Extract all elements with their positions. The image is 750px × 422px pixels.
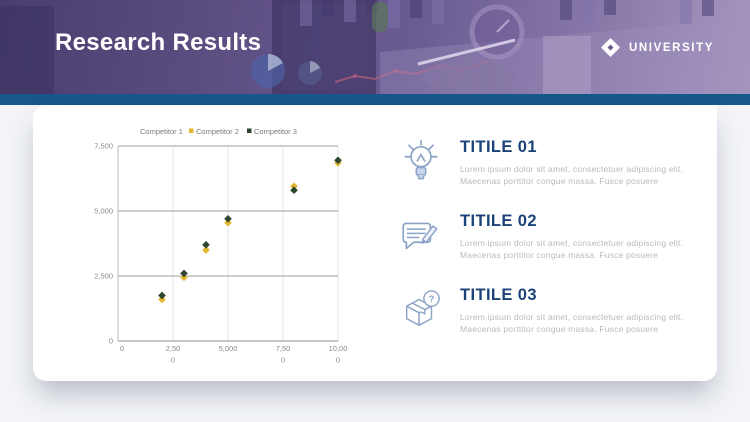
svg-text:Competitor 3: Competitor 3 (254, 127, 297, 136)
svg-text:0: 0 (281, 356, 285, 365)
feature-text: TITILE 01 Lorem ipsum dolor sit amet, co… (460, 138, 710, 187)
logo-text: UNIVERSITY (628, 41, 714, 54)
box-question-icon: ? (405, 290, 440, 326)
chat-edit-icon (402, 222, 438, 250)
svg-text:0: 0 (120, 344, 124, 353)
svg-text:10,00: 10,00 (329, 344, 348, 353)
svg-text:7,50: 7,50 (276, 344, 291, 353)
svg-text:5,000: 5,000 (94, 207, 113, 216)
page-title: Research Results (55, 29, 262, 56)
svg-text:2,50: 2,50 (166, 344, 181, 353)
svg-text:0: 0 (109, 337, 113, 346)
lightbulb-icon (404, 140, 438, 180)
feature-list: TITILE 01 Lorem ipsum dolor sit amet, co… (400, 138, 700, 360)
feature-body: Lorem ipsum dolor sit amet, consectetuer… (460, 238, 684, 260)
feature-title: TITILE 02 (460, 212, 537, 230)
feature-text: TITILE 03 Lorem ipsum dolor sit amet, co… (460, 286, 710, 335)
scatter-chart: 7,500 5,000 2,500 0 0 2,50 0 5,000 7,50 0 10,00 0 Co… (85, 120, 355, 370)
svg-text:5,000: 5,000 (219, 344, 238, 353)
svg-text:7,500: 7,500 (94, 142, 113, 151)
header-photo-decoration (0, 0, 750, 94)
feature-row-2: TITILE 02 Lorem ipsum dolor sit amet, co… (400, 212, 700, 286)
svg-text:0: 0 (171, 356, 175, 365)
feature-body: Lorem ipsum dolor sit amet, consectetuer… (460, 312, 684, 334)
accent-bar (0, 94, 750, 105)
feature-title: TITILE 01 (460, 138, 537, 156)
feature-row-1: TITILE 01 Lorem ipsum dolor sit amet, co… (400, 138, 700, 212)
svg-text:2,500: 2,500 (94, 272, 113, 281)
svg-text:Competitor 1: Competitor 1 (140, 127, 183, 136)
svg-text:0: 0 (336, 356, 340, 365)
feature-title: TITILE 03 (460, 286, 537, 304)
diamond-icon (600, 38, 620, 57)
feature-body: Lorem ipsum dolor sit amet, consectetuer… (460, 164, 684, 186)
svg-text:?: ? (429, 294, 435, 305)
slide-header: Research Results UNIVERSITY (0, 0, 750, 94)
feature-text: TITILE 02 Lorem ipsum dolor sit amet, co… (460, 212, 710, 261)
feature-row-3: ? TITILE 03 Lorem ipsum dolor sit amet, … (400, 286, 700, 360)
university-logo: UNIVERSITY (600, 38, 714, 57)
svg-text:Competitor 2: Competitor 2 (196, 127, 239, 136)
content-card: 7,500 5,000 2,500 0 0 2,50 0 5,000 7,50 0 10,00 0 Co… (33, 105, 717, 381)
